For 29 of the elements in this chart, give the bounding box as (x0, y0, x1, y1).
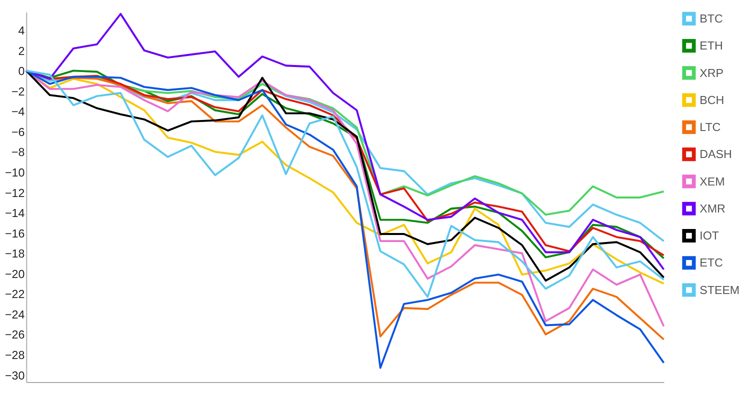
legend-label: BCH (700, 94, 724, 107)
y-tick-label: −30 (5, 369, 25, 382)
legend-label: ETC (700, 256, 723, 270)
legend-label: STEEM (700, 284, 740, 297)
legend-label: XEM (700, 175, 725, 188)
y-tick-label: −28 (5, 349, 25, 362)
legend-label: DASH (700, 148, 732, 162)
y-tick-label: −12 (5, 186, 25, 200)
y-tick-label: −10 (5, 166, 25, 180)
y-tick-label: −2 (11, 85, 25, 98)
y-tick-label: −4 (11, 106, 26, 119)
legend-label: XRP (700, 66, 724, 80)
legend-label: XMR (700, 202, 726, 216)
legend-label: IOT (700, 230, 719, 243)
y-tick-label: −8 (11, 146, 25, 160)
legend-label: ETH (700, 40, 723, 53)
y-tick-label: −16 (5, 227, 25, 240)
y-tick-label: −26 (5, 328, 25, 342)
y-tick-label: −14 (5, 207, 26, 220)
y-tick-label: −24 (5, 308, 26, 322)
y-tick-label: 2 (18, 44, 25, 58)
y-tick-label: 4 (18, 24, 26, 38)
legend-label: BTC (700, 12, 723, 26)
y-tick-label: −20 (5, 268, 25, 281)
y-tick-label: −6 (11, 126, 25, 139)
y-tick-label: −22 (5, 288, 25, 302)
y-tick-label: −18 (5, 248, 25, 261)
legend-label: LTC (700, 121, 721, 134)
y-tick-label: 0 (18, 65, 25, 78)
